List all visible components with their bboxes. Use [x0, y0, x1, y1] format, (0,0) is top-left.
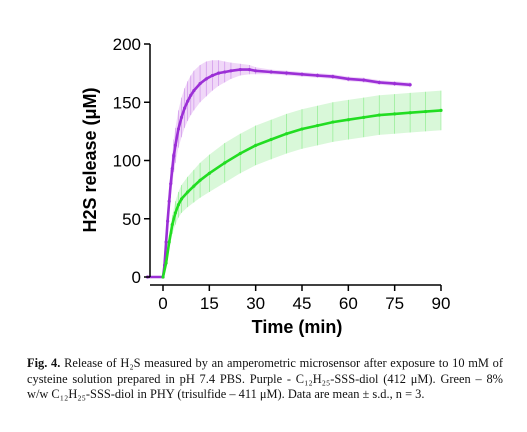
data-point: [377, 80, 381, 85]
data-point: [217, 71, 221, 75]
data-point: [170, 222, 174, 227]
data-point: [164, 261, 168, 265]
data-point: [189, 93, 193, 97]
data-point: [164, 240, 168, 244]
data-point: [192, 89, 196, 93]
data-point: [377, 113, 381, 117]
data-point: [247, 68, 252, 72]
data-point: [204, 77, 208, 81]
series-1: [161, 90, 443, 279]
series-0: [145, 60, 412, 279]
y-axis: 0 50 100 150 200: [113, 35, 151, 287]
y-tick-label: 200: [113, 35, 141, 54]
data-point: [210, 73, 215, 78]
data-point: [315, 73, 320, 78]
x-tick-label: 30: [246, 294, 265, 313]
x-tick-label: 0: [158, 294, 167, 313]
data-point: [300, 72, 304, 76]
data-point: [229, 69, 233, 73]
data-point: [161, 275, 165, 279]
data-point: [223, 161, 227, 165]
y-tick-label: 100: [113, 152, 141, 171]
error-band: [147, 60, 411, 277]
data-point: [169, 182, 173, 186]
data-point: [176, 203, 181, 207]
data-point: [300, 127, 304, 131]
x-tick-label: 60: [339, 294, 358, 313]
data-point: [198, 178, 202, 182]
data-point: [170, 167, 174, 171]
x-axis-label: Time (min): [252, 317, 343, 337]
data-point: [408, 111, 412, 115]
chart: 0 50 100 150 200 0 15 30 45 60 75 90 H2S release (…: [80, 35, 451, 337]
data-point: [393, 82, 397, 86]
y-axis-label: H2S release (μM): [80, 87, 100, 232]
data-point: [173, 211, 177, 215]
data-point: [393, 112, 397, 116]
caption-text: Release of H₂S measured by an amperometr…: [27, 356, 503, 401]
data-point: [284, 71, 289, 75]
data-point: [254, 69, 258, 73]
data-point: [346, 77, 350, 81]
data-point: [423, 109, 428, 114]
data-point: [439, 108, 443, 113]
caption-label: Fig. 4.: [27, 356, 61, 370]
data-point: [173, 143, 177, 147]
data-point: [362, 78, 366, 82]
data-point: [167, 240, 171, 244]
data-point: [315, 123, 320, 128]
x-tick-label: 75: [385, 294, 404, 313]
data-point: [269, 70, 273, 74]
data-point: [179, 115, 184, 119]
data-point: [176, 127, 181, 131]
x-tick-label: 15: [200, 294, 219, 313]
data-point: [238, 68, 242, 72]
data-point: [167, 199, 171, 203]
data-point: [269, 137, 273, 142]
x-tick-label: 90: [432, 294, 451, 313]
x-axis: 0 15 30 45 60 75 90: [150, 284, 451, 313]
data-point: [284, 132, 289, 136]
data-point: [207, 171, 211, 175]
data-point: [331, 75, 335, 79]
data-point: [331, 120, 335, 124]
data-point: [223, 70, 227, 74]
data-point: [254, 143, 258, 147]
data-point: [166, 219, 170, 223]
data-point: [346, 118, 350, 122]
y-tick-label: 0: [132, 268, 141, 287]
data-point: [362, 115, 366, 119]
y-tick-label: 150: [113, 93, 141, 112]
data-point: [172, 154, 176, 158]
data-point: [192, 184, 196, 188]
x-tick-label: 45: [293, 294, 312, 313]
data-point: [408, 83, 412, 87]
data-point: [179, 197, 184, 201]
data-point: [186, 99, 190, 103]
plot-area: [145, 60, 443, 279]
data-point: [183, 106, 187, 110]
data-point: [186, 190, 190, 194]
y-tick-label: 50: [122, 210, 141, 229]
figure-caption: Fig. 4. Release of H₂S measured by an am…: [27, 356, 503, 403]
data-point: [238, 151, 242, 156]
data-point: [198, 82, 202, 86]
